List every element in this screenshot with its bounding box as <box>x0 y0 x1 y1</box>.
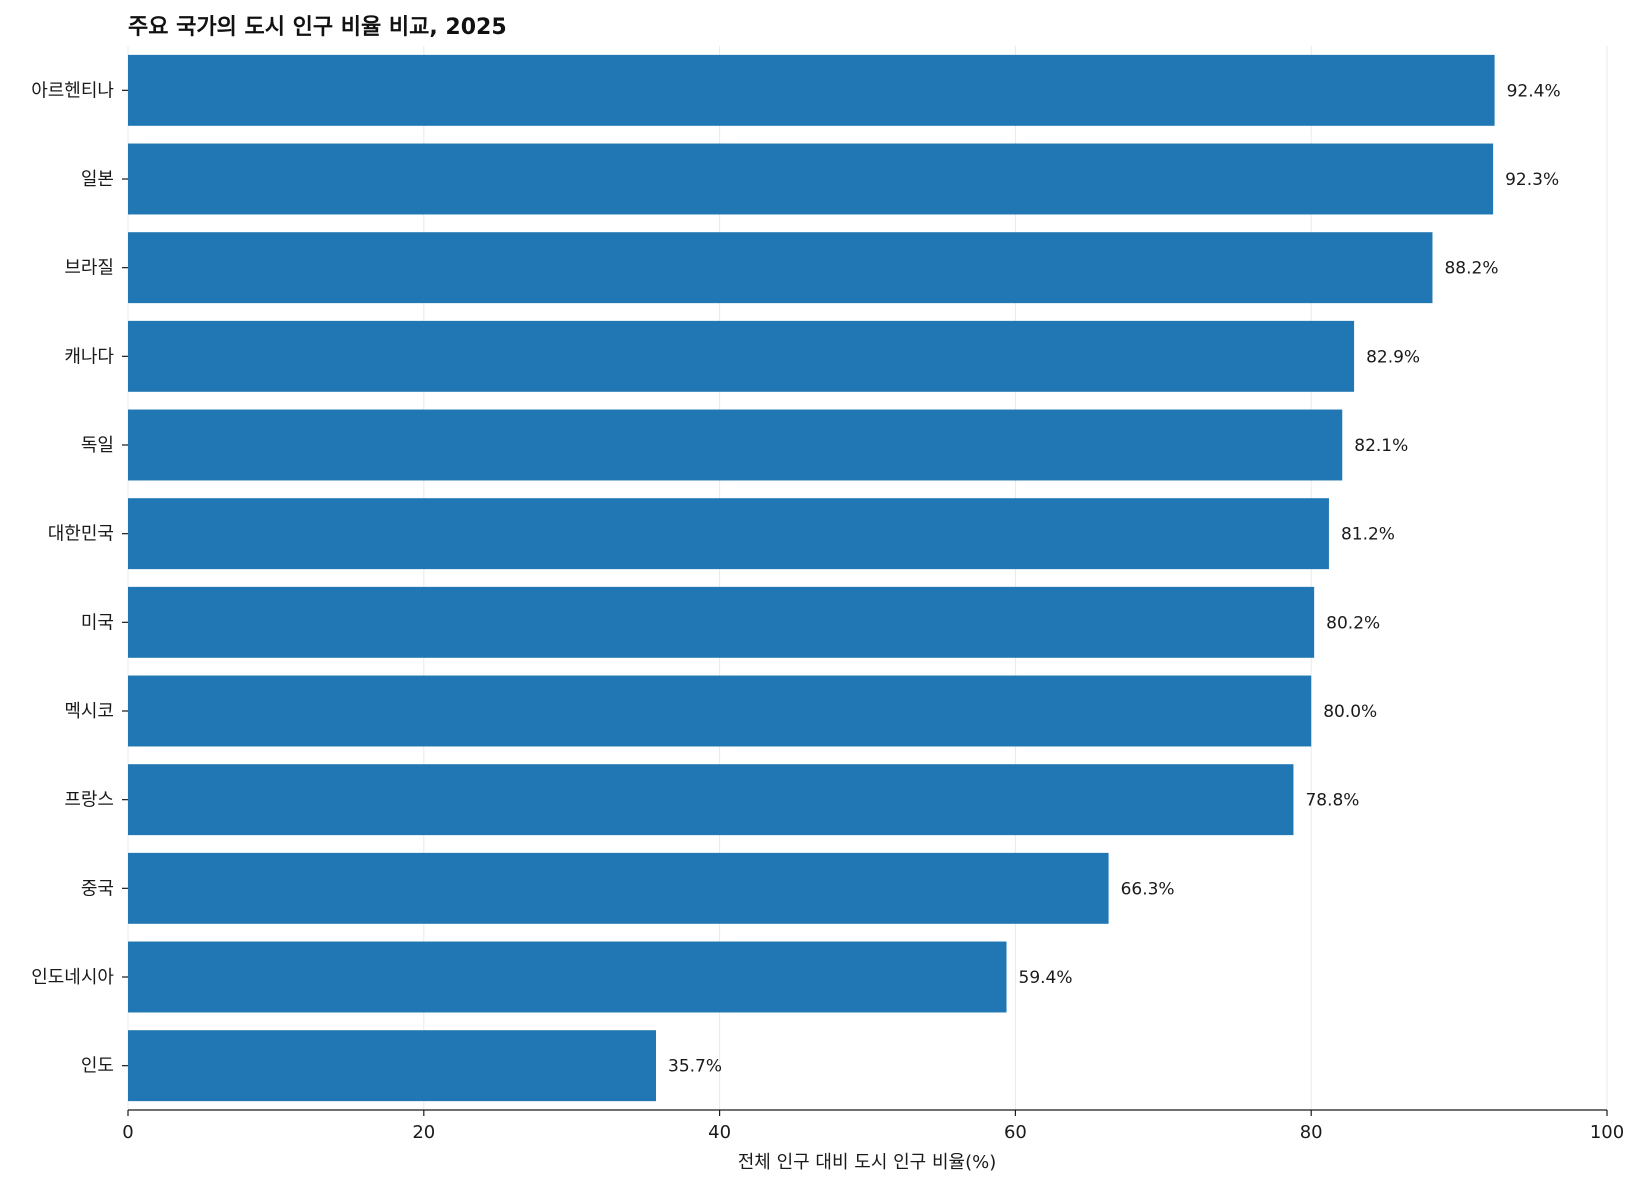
bars <box>128 54 1495 1102</box>
bar-8 <box>128 764 1294 836</box>
bar-value-label-0: 92.4% <box>1507 81 1561 101</box>
bar-value-label-1: 92.3% <box>1505 170 1559 190</box>
bar-2 <box>128 232 1433 304</box>
bar-10 <box>128 941 1007 1013</box>
y-tick-label-1: 일본 <box>81 169 114 190</box>
bar-value-label-3: 82.9% <box>1366 347 1420 367</box>
y-tick-label-10: 인도네시아 <box>31 967 114 988</box>
bar-6 <box>128 586 1315 658</box>
bar-value-label-10: 59.4% <box>1019 968 1073 988</box>
x-tick-label-5: 100 <box>1590 1122 1624 1143</box>
x-axis: 0 20 40 60 80 100 <box>122 1109 1624 1143</box>
y-tick-label-6: 미국 <box>81 612 114 633</box>
y-tick-label-3: 캐나다 <box>64 346 114 367</box>
y-tick-label-2: 브라질 <box>64 258 114 279</box>
bar-9 <box>128 852 1109 924</box>
bar-value-label-2: 88.2% <box>1444 259 1498 279</box>
x-axis-label: 전체 인구 대비 도시 인구 비율(%) <box>738 1152 996 1173</box>
bar-value-label-11: 35.7% <box>668 1057 722 1077</box>
bar-7 <box>128 675 1312 747</box>
bar-value-label-8: 78.8% <box>1305 791 1359 811</box>
bar-4 <box>128 409 1343 481</box>
y-tick-label-4: 독일 <box>81 435 114 456</box>
x-tick-label-0: 0 <box>122 1122 133 1143</box>
bar-0 <box>128 54 1495 126</box>
y-tick-label-9: 중국 <box>81 878 114 899</box>
bar-1 <box>128 143 1494 215</box>
gridlines <box>127 46 1608 1110</box>
x-tick-label-2: 40 <box>708 1122 731 1143</box>
y-tick-label-11: 인도 <box>81 1056 114 1077</box>
bar-5 <box>128 498 1329 570</box>
bar-value-label-4: 82.1% <box>1354 436 1408 456</box>
bar-value-labels: 92.4% 92.3% 88.2% 82.9% 82.1% 81.2% 80.2% 80.0%… <box>668 81 1561 1076</box>
chart-title: 주요 국가의 도시 인구 비율 비교, 2025 <box>128 15 507 40</box>
x-tick-label-4: 80 <box>1300 1122 1323 1143</box>
y-tick-label-5: 대한민국 <box>48 524 114 545</box>
bar-value-label-6: 80.2% <box>1326 613 1380 633</box>
x-tick-label-1: 20 <box>412 1122 435 1143</box>
bar-3 <box>128 320 1355 392</box>
bar-11 <box>128 1030 657 1102</box>
x-tick-label-3: 60 <box>1004 1122 1027 1143</box>
bar-value-label-7: 80.0% <box>1323 702 1377 722</box>
y-tick-label-0: 아르헨티나 <box>31 80 114 101</box>
y-tick-label-8: 프랑스 <box>64 790 114 811</box>
y-tick-label-7: 멕시코 <box>64 701 114 722</box>
bar-value-label-9: 66.3% <box>1121 879 1175 899</box>
bar-value-label-5: 81.2% <box>1341 525 1395 545</box>
